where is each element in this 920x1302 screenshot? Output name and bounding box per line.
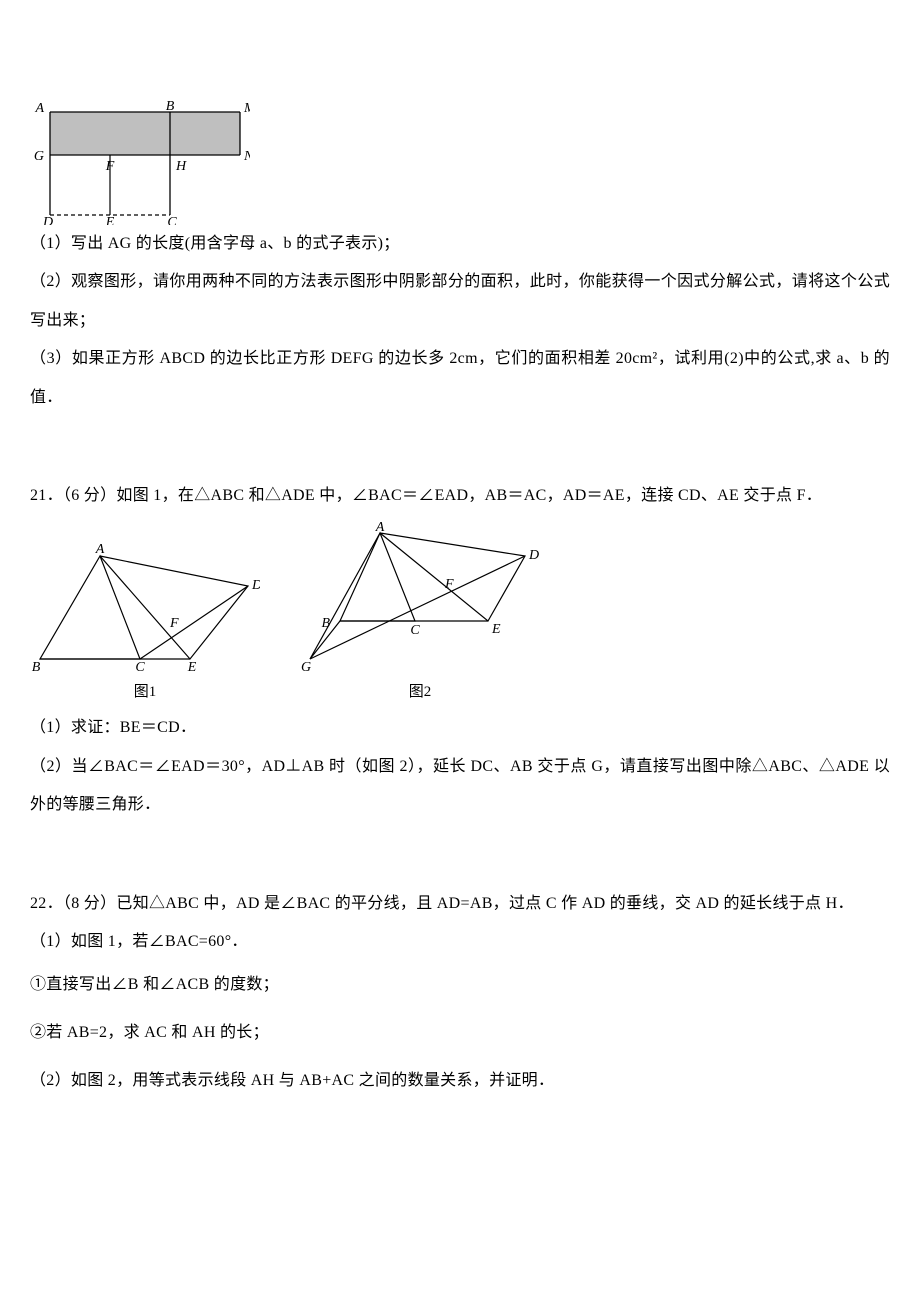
svg-text:D: D (251, 578, 260, 593)
svg-text:E: E (491, 622, 501, 637)
lbl-A: A (34, 101, 44, 116)
q22-p2: ①直接写出∠B 和∠ACB 的度数； (30, 961, 890, 1009)
figure-q21-1: A B C D E F (30, 541, 260, 676)
q21-p1: （1）求证：BE＝CD． (30, 709, 890, 747)
q21-figures: A B C D E F 图1 A B C D E F (30, 521, 890, 701)
svg-text:F: F (444, 577, 454, 592)
q22-p3: ②若 AB=2，求 AC 和 AH 的长； (30, 1009, 890, 1057)
lbl-H: H (175, 159, 187, 174)
lbl-D: D (42, 215, 53, 225)
svg-text:A: A (95, 542, 105, 557)
svg-text:E: E (187, 660, 197, 675)
svg-text:D: D (528, 548, 539, 563)
q21-p2: （2）当∠BAC＝∠EAD＝30°，AD⊥AB 时（如图 2），延长 DC、AB… (30, 748, 890, 825)
lbl-C: C (167, 215, 177, 225)
figure-q21-2: A B C D E F G (300, 521, 540, 676)
qtop-p3: （3）如果正方形 ABCD 的边长比正方形 DEFG 的边长多 2cm，它们的面… (30, 340, 890, 417)
lbl-B: B (166, 100, 175, 114)
lbl-M: M (243, 101, 250, 116)
figure-squares: A B M G F H N D E C (30, 100, 250, 225)
lbl-F: F (105, 159, 115, 174)
svg-text:B: B (321, 616, 330, 631)
lbl-N: N (243, 149, 250, 164)
q21-stem: 21．（6 分）如图 1，在△ABC 和△ADE 中，∠BAC＝∠EAD，AB＝… (30, 477, 890, 515)
qtop-p2: （2）观察图形，请你用两种不同的方法表示图形中阴影部分的面积，此时，你能获得一个… (30, 263, 890, 340)
svg-text:G: G (301, 660, 311, 675)
lbl-G: G (34, 149, 44, 164)
q21-caption-1: 图1 (30, 680, 260, 701)
svg-text:B: B (32, 660, 41, 675)
qtop-p1: （1）写出 AG 的长度(用含字母 a、b 的式子表示)； (30, 225, 890, 263)
svg-text:C: C (135, 660, 145, 675)
q22-p1: （1）如图 1，若∠BAC=60°． (30, 923, 890, 961)
svg-text:C: C (410, 623, 420, 638)
q22-stem: 22．（8 分）已知△ABC 中，AD 是∠BAC 的平分线，且 AD=AB，过… (30, 885, 890, 923)
q21-caption-2: 图2 (300, 680, 540, 701)
lbl-E: E (105, 215, 115, 225)
svg-text:A: A (375, 521, 385, 535)
svg-text:F: F (169, 616, 179, 631)
q22-p4: （2）如图 2，用等式表示线段 AH 与 AB+AC 之间的数量关系，并证明． (30, 1057, 890, 1105)
